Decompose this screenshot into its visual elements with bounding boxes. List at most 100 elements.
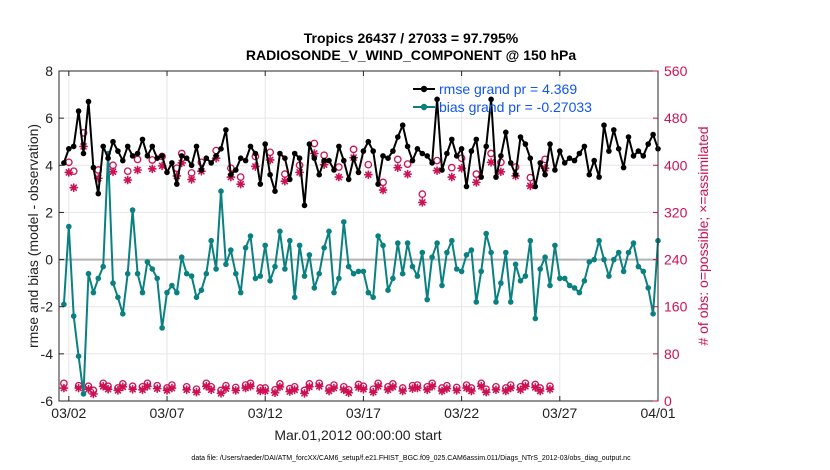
bias-point — [390, 275, 396, 282]
obs-assimilated-stroke — [188, 176, 195, 183]
rmse-point — [139, 136, 146, 143]
obs-assimilated-stroke — [271, 389, 279, 397]
obs-assimilated-stroke — [360, 385, 367, 393]
bias-point — [139, 289, 146, 296]
obs-assimilated-stroke — [423, 386, 431, 394]
bias-point — [606, 273, 612, 279]
rmse-point — [591, 157, 597, 164]
obs-assimilated-stroke — [276, 383, 284, 391]
rmse-point — [458, 146, 465, 152]
bias-point — [503, 249, 509, 256]
obs-assimilated-marker — [329, 383, 339, 393]
obs-assimilated-stroke — [85, 385, 92, 393]
bias-point — [517, 278, 524, 284]
obs-assimilated-marker — [545, 384, 555, 394]
rmse-point — [252, 150, 259, 157]
obs-assimilated-marker — [447, 172, 457, 182]
obs-assimilated-stroke — [65, 169, 73, 176]
rmse-point — [228, 171, 234, 178]
obs-assimilated-marker — [339, 385, 349, 395]
bias-point — [169, 282, 175, 289]
bias-point — [404, 240, 411, 246]
obs-assimilated-marker — [64, 167, 74, 177]
bias-point — [640, 268, 647, 275]
chart-title: Tropics 26437 / 27033 = 97.795% — [304, 30, 519, 46]
rmse-point — [213, 153, 219, 159]
obs-assimilated-stroke — [345, 389, 353, 397]
y-tick-label: -6 — [41, 393, 54, 409]
rmse-point — [409, 157, 416, 164]
rmse-point — [645, 141, 651, 147]
obs-assimilated-marker — [142, 381, 152, 391]
obs-assimilated-marker — [113, 385, 123, 395]
bias-point — [90, 289, 97, 296]
bias-point — [129, 207, 136, 213]
rmse-point — [488, 96, 494, 103]
obs-assimilated-stroke — [497, 168, 505, 176]
obs-assimilated-stroke — [453, 387, 461, 394]
bias-point — [473, 299, 480, 305]
rmse-point — [414, 146, 421, 152]
bias-point — [360, 268, 367, 275]
obs-assimilated-stroke — [124, 176, 132, 184]
obs-assimilated-marker — [255, 386, 265, 396]
rmse-point — [444, 150, 450, 157]
obs-assimilated-marker — [486, 157, 496, 167]
bias-point — [419, 249, 426, 256]
rmse-point — [365, 138, 372, 145]
x-tick-label: 03/02 — [51, 405, 86, 421]
y-tick-label: 8 — [45, 63, 53, 79]
bias-point — [124, 270, 131, 277]
obs-assimilated-stroke — [355, 384, 362, 391]
obs-assimilated-marker — [462, 383, 471, 393]
obs-assimilated-marker — [201, 381, 211, 391]
obs-assimilated-stroke — [90, 390, 97, 398]
rmse-point — [110, 138, 116, 145]
bias-point — [336, 275, 342, 282]
obs-assimilated-marker — [373, 381, 383, 391]
rmse-point — [233, 167, 239, 173]
rmse-point — [193, 143, 200, 150]
rmse-point — [257, 181, 264, 187]
bias-point — [522, 273, 529, 279]
bias-point — [321, 245, 327, 251]
obs-assimilated-marker — [167, 383, 177, 393]
rmse-point — [120, 157, 126, 164]
legend: rmse grand pr = 4.369 bias grand pr = -0… — [413, 81, 592, 115]
bias-point — [552, 242, 558, 249]
bias-point — [576, 289, 583, 296]
rmse-point — [463, 183, 470, 190]
bias-point — [223, 261, 229, 268]
bias-point — [527, 237, 534, 244]
rmse-point — [449, 136, 455, 143]
y-tick-label: 0 — [45, 252, 53, 268]
rmse-point — [154, 155, 160, 161]
obs-assimilated-marker — [152, 384, 162, 394]
rmse-point — [581, 143, 588, 150]
rmse-point — [601, 122, 607, 128]
rmse-point — [380, 153, 386, 159]
obs-assimilated-marker — [290, 385, 300, 395]
rmse-point — [350, 155, 357, 161]
rmse-point — [404, 143, 411, 150]
rmse-point — [571, 157, 578, 164]
obs-assimilated-stroke — [384, 386, 392, 394]
bias-point — [355, 268, 362, 275]
y-right-tick-label: 160 — [664, 299, 688, 315]
bias-point — [537, 266, 543, 272]
bias-point — [547, 282, 553, 289]
rmse-point — [483, 143, 490, 150]
bias-point — [645, 285, 651, 291]
obs-assimilated-stroke — [399, 387, 407, 395]
rmse-point — [453, 153, 460, 159]
obs-assimilated-marker — [398, 386, 408, 396]
bias-point — [80, 391, 87, 397]
rmse-point — [635, 148, 642, 154]
bias-point — [188, 273, 195, 279]
rmse-point — [144, 153, 151, 159]
bias-point — [85, 270, 92, 277]
obs-assimilated-stroke — [325, 387, 333, 395]
obs-assimilated-marker — [452, 385, 462, 395]
bias-point — [375, 233, 381, 239]
obs-assimilated-stroke — [222, 385, 230, 392]
